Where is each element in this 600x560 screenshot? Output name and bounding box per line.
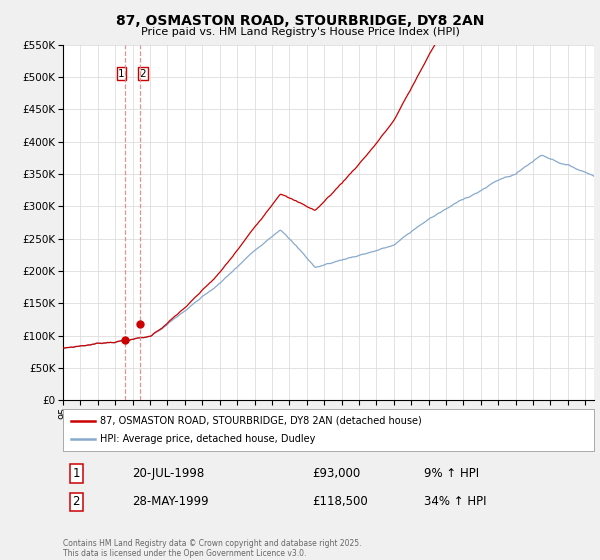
Text: Contains HM Land Registry data © Crown copyright and database right 2025.
This d: Contains HM Land Registry data © Crown c… [63, 539, 361, 558]
Text: 87, OSMASTON ROAD, STOURBRIDGE, DY8 2AN (detached house): 87, OSMASTON ROAD, STOURBRIDGE, DY8 2AN … [100, 416, 422, 426]
Text: £93,000: £93,000 [313, 467, 361, 480]
Text: 2: 2 [139, 69, 146, 79]
Text: 1: 1 [73, 467, 80, 480]
Text: £118,500: £118,500 [313, 496, 368, 508]
Text: 28-MAY-1999: 28-MAY-1999 [132, 496, 209, 508]
Text: 9% ↑ HPI: 9% ↑ HPI [424, 467, 479, 480]
Text: 34% ↑ HPI: 34% ↑ HPI [424, 496, 487, 508]
Text: 87, OSMASTON ROAD, STOURBRIDGE, DY8 2AN: 87, OSMASTON ROAD, STOURBRIDGE, DY8 2AN [116, 14, 484, 28]
Text: 2: 2 [73, 496, 80, 508]
Text: Price paid vs. HM Land Registry's House Price Index (HPI): Price paid vs. HM Land Registry's House … [140, 27, 460, 37]
Text: 20-JUL-1998: 20-JUL-1998 [132, 467, 204, 480]
Text: 1: 1 [118, 69, 125, 79]
Text: HPI: Average price, detached house, Dudley: HPI: Average price, detached house, Dudl… [100, 434, 316, 444]
